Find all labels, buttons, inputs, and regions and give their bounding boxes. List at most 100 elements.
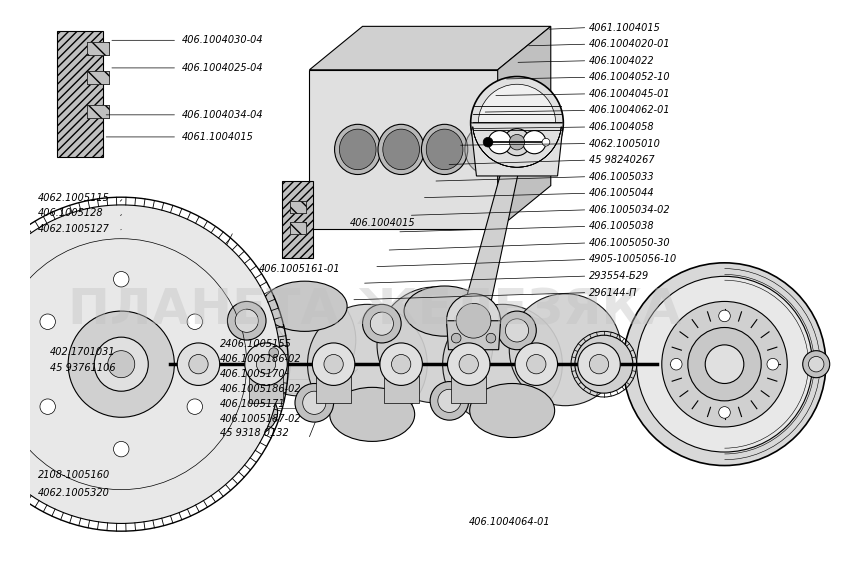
Text: 406.1005186-02: 406.1005186-02 <box>220 354 302 364</box>
Circle shape <box>114 442 129 457</box>
Text: 402.1701031: 402.1701031 <box>50 347 116 358</box>
Bar <box>282 181 314 258</box>
Text: 406.1005186-02: 406.1005186-02 <box>220 384 302 394</box>
Text: 4062.1005320: 4062.1005320 <box>37 488 110 498</box>
Ellipse shape <box>339 129 376 170</box>
Text: 406.1004034-04: 406.1004034-04 <box>181 110 263 120</box>
Circle shape <box>371 312 394 335</box>
Bar <box>88 71 109 84</box>
Circle shape <box>706 345 744 383</box>
Circle shape <box>438 390 461 412</box>
Text: 4062.1005115: 4062.1005115 <box>37 193 110 202</box>
Circle shape <box>324 355 343 374</box>
Circle shape <box>178 343 219 386</box>
Bar <box>88 42 109 55</box>
Ellipse shape <box>426 129 463 170</box>
Text: 45 9318 0132: 45 9318 0132 <box>220 428 289 438</box>
Circle shape <box>189 355 208 374</box>
Polygon shape <box>309 26 551 70</box>
Text: 406.1004062-01: 406.1004062-01 <box>589 105 671 116</box>
Circle shape <box>295 383 333 422</box>
Bar <box>249 376 283 403</box>
Text: 4061.1004015: 4061.1004015 <box>181 132 253 142</box>
Bar <box>88 105 109 118</box>
Circle shape <box>486 333 496 343</box>
Ellipse shape <box>378 124 424 174</box>
Ellipse shape <box>262 281 347 331</box>
Circle shape <box>719 310 730 321</box>
Ellipse shape <box>422 124 468 174</box>
Text: 406.1005050-30: 406.1005050-30 <box>589 238 671 248</box>
Circle shape <box>451 333 461 343</box>
Text: 406.1005033: 406.1005033 <box>589 172 654 182</box>
Bar <box>290 223 306 234</box>
Circle shape <box>108 351 135 378</box>
Circle shape <box>174 306 290 422</box>
Text: 4905-1005056-10: 4905-1005056-10 <box>589 255 677 264</box>
Circle shape <box>235 309 258 332</box>
Circle shape <box>575 335 632 393</box>
Text: 406.1004030-04: 406.1004030-04 <box>181 35 263 45</box>
Ellipse shape <box>196 386 278 439</box>
Text: 45 93761106: 45 93761106 <box>50 363 116 373</box>
Circle shape <box>363 304 401 343</box>
Circle shape <box>269 348 279 358</box>
Polygon shape <box>309 70 498 229</box>
Text: 406.1005170: 406.1005170 <box>220 369 286 379</box>
Ellipse shape <box>330 387 415 442</box>
Circle shape <box>245 343 287 386</box>
Circle shape <box>509 293 621 406</box>
Circle shape <box>688 328 762 401</box>
Text: 406.1005034-02: 406.1005034-02 <box>589 205 671 215</box>
Text: 406.1005044: 406.1005044 <box>589 188 654 198</box>
Circle shape <box>380 343 422 386</box>
Bar <box>88 105 109 118</box>
Text: 2406.1005155: 2406.1005155 <box>220 339 292 349</box>
Circle shape <box>312 343 354 386</box>
Text: 406.1004064-01: 406.1004064-01 <box>468 517 550 527</box>
Circle shape <box>430 382 468 420</box>
Bar <box>57 31 103 157</box>
Circle shape <box>40 399 55 414</box>
Text: 406.1005171: 406.1005171 <box>220 399 286 408</box>
Ellipse shape <box>335 124 381 174</box>
Text: 4062.1005010: 4062.1005010 <box>589 138 661 149</box>
Circle shape <box>244 284 356 396</box>
Polygon shape <box>446 321 501 349</box>
Circle shape <box>228 301 266 340</box>
Text: 406.1004020-01: 406.1004020-01 <box>589 39 671 49</box>
Circle shape <box>68 311 174 417</box>
Text: 296144-П: 296144-П <box>589 288 638 297</box>
Text: ПЛАНЕТА ЖЕЛЕЗЯКА: ПЛАНЕТА ЖЕЛЕЗЯКА <box>68 287 681 335</box>
Bar <box>316 376 351 403</box>
Circle shape <box>506 319 529 342</box>
Bar <box>384 376 418 403</box>
Text: 406.1005187-02: 406.1005187-02 <box>220 414 302 423</box>
Bar <box>290 223 306 234</box>
Text: 406.1005161-01: 406.1005161-01 <box>259 264 341 275</box>
Circle shape <box>257 355 275 374</box>
Circle shape <box>808 356 824 372</box>
Circle shape <box>802 351 830 378</box>
Circle shape <box>377 287 493 403</box>
Circle shape <box>509 134 524 150</box>
Circle shape <box>479 84 556 161</box>
Circle shape <box>94 337 148 391</box>
Bar <box>88 42 109 55</box>
Ellipse shape <box>404 286 485 336</box>
Circle shape <box>542 138 550 146</box>
Polygon shape <box>471 123 564 176</box>
Text: 406.1004052-10: 406.1004052-10 <box>589 72 671 82</box>
Text: 406.1004045-01: 406.1004045-01 <box>589 89 671 99</box>
Circle shape <box>447 343 490 386</box>
Circle shape <box>0 205 280 523</box>
Circle shape <box>459 355 479 374</box>
Ellipse shape <box>382 129 420 170</box>
Circle shape <box>588 349 620 380</box>
Circle shape <box>303 391 326 414</box>
Polygon shape <box>498 26 551 229</box>
Circle shape <box>515 343 558 386</box>
Bar <box>88 71 109 84</box>
Ellipse shape <box>465 124 511 174</box>
Circle shape <box>719 407 730 418</box>
